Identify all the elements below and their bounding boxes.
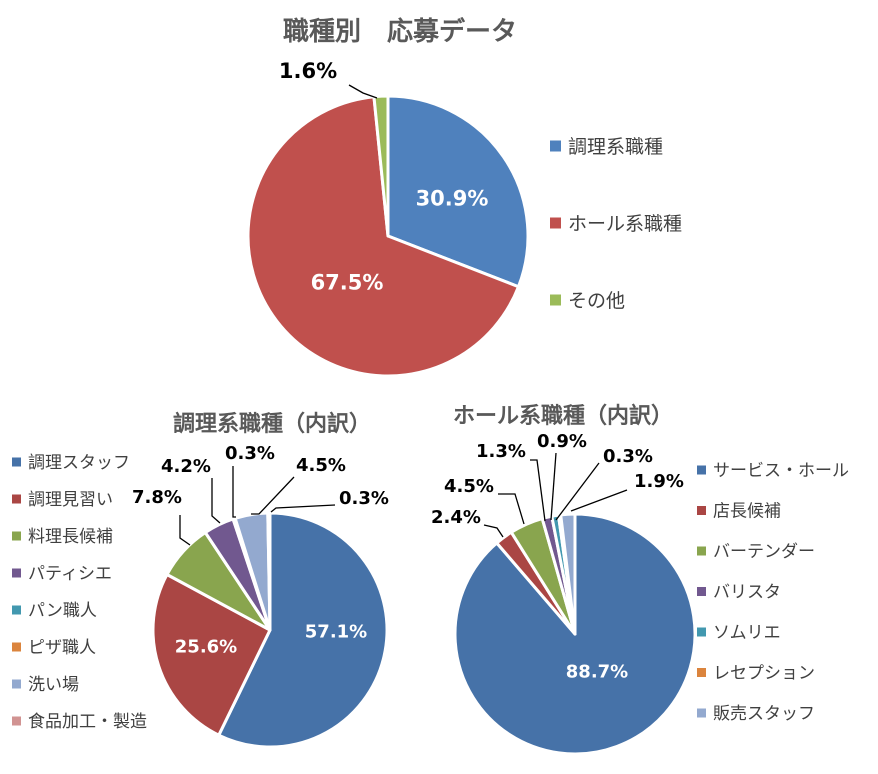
chart2-legend-label-4: パン職人 [28,601,97,621]
chart2-legend-label-3: パティシエ [28,564,112,584]
chart3-legend-label-3: バリスタ [713,583,781,603]
chart3-slice-6 [559,512,577,636]
chart3-legend-swatch-3 [697,587,706,596]
chart3-label-4: 0.9% [537,431,587,452]
chart3-legend-swatch-6 [697,708,706,718]
chart1-slice-0 [386,94,530,289]
chart2-label-6: 4.5% [296,455,346,476]
chart1-legend-swatch-0 [550,140,561,152]
chart2-legend-label-5: ピザ職人 [28,638,96,658]
chart3-title: ホール系職種（内訳） [453,403,673,429]
chart3-leader-5 [555,462,600,521]
chart2-legend-swatch-2 [12,531,21,541]
chart2-leader-6 [251,476,295,515]
chart2-label-4: 0.3% [225,443,275,464]
chart3-legend-swatch-1 [697,506,706,515]
chart3-legend-label-2: バーテンダー [713,542,815,562]
chart2-leader-2 [179,515,191,546]
chart3-legend-swatch-0 [697,465,706,475]
chart3-legend-label-5: レセプション [713,664,815,684]
chart3-label-5: 0.3% [603,446,653,467]
chart2-title: 調理系職種（内訳） [173,411,371,437]
chart3-label-3: 1.3% [476,441,526,462]
chart1-slice-1 [246,95,520,378]
chart1-label-0: 30.9% [416,186,489,210]
chart1-leader-2 [348,84,378,99]
chart2-legend-label-6: 洗い場 [28,675,79,695]
chart2-label-7: 0.3% [339,488,389,509]
chart2-leader-7 [270,504,336,513]
chart2-label-2: 7.8% [132,487,182,508]
chart1-label-1: 67.5% [311,270,384,294]
chart3-leader-2 [498,493,525,525]
chart3-label-2: 4.5% [444,476,494,497]
chart2-label-3: 4.2% [161,456,211,477]
chart2-legend-swatch-3 [12,568,21,578]
chart3-leader-4 [550,452,557,521]
chart2-legend-label-7: 食品加工・製造 [28,712,147,732]
chart3-legend-label-1: 店長候補 [713,502,781,522]
chart2-label-0: 57.1% [305,621,367,642]
chart1-legend-label-2: その他 [568,290,625,312]
chart1-label-2: 1.6% [279,59,337,83]
chart3-legend-swatch-2 [697,546,706,556]
chart3-label-6: 1.9% [634,471,684,492]
chart2-legend-label-0: 調理スタッフ [28,453,130,473]
chart2-leader-3 [211,478,221,524]
chart2-leader-4 [232,466,236,518]
chart2-legend-swatch-1 [12,494,21,504]
chart2-legend-swatch-0 [12,457,21,467]
chart3-legend-label-4: ソムリエ [713,623,781,643]
chart2-label-1: 25.6% [175,636,237,657]
chart1-legend-label-0: 調理系職種 [568,136,663,158]
chart2-slice-7 [266,511,272,632]
chart3-label-1: 2.4% [431,507,481,528]
chart3-legend-label-0: サービス・ホール [713,461,849,481]
chart1-legend-label-1: ホール系職種 [568,213,682,235]
chart2-legend-swatch-5 [12,642,21,652]
chart3-leader-1 [483,524,504,538]
chart1-legend-swatch-1 [550,217,561,229]
chart3-legend-label-6: 販売スタッフ [713,704,815,724]
chart3-label-0: 88.7% [566,661,628,682]
chart3-legend-swatch-5 [697,668,706,677]
chart2-slice-0 [217,511,389,749]
chart3-leader-3 [530,459,546,522]
chart1-title: 職種別 応募データ [283,16,517,47]
chart2-legend-swatch-6 [12,679,21,689]
chart2-legend-label-2: 料理長候補 [28,527,113,547]
chart2-legend-label-1: 調理見習い [28,490,113,510]
chart1-legend-swatch-2 [550,294,561,306]
chart3-legend-swatch-4 [697,627,706,637]
chart3-leader-6 [570,489,628,512]
chart2-legend-swatch-4 [12,605,21,615]
chart2-legend-swatch-7 [12,716,21,726]
